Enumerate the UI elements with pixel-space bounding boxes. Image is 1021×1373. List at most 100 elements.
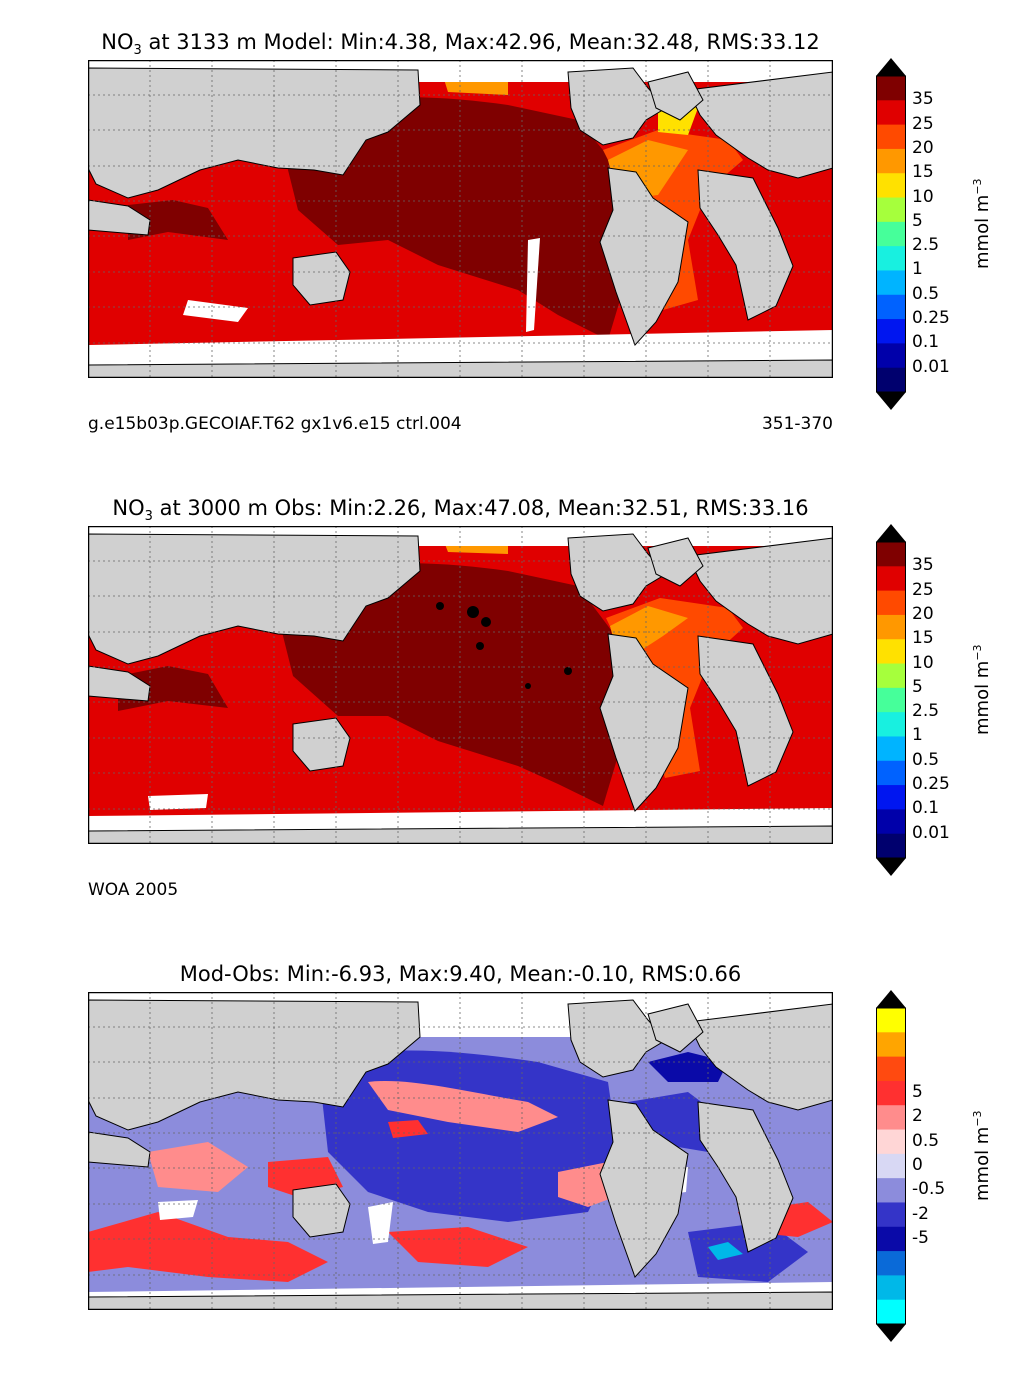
colorbar-segment [876, 319, 906, 344]
obs-source: WOA 2005 [88, 880, 179, 900]
colorbar-segment [876, 1032, 906, 1058]
colorbar-over-triangle [876, 990, 906, 1008]
colorbar-tick-label: 5 [912, 1082, 923, 1103]
colorbar-segment [876, 760, 906, 786]
obs-colorbar [876, 524, 906, 876]
colorbar-under-triangle [876, 1324, 906, 1342]
colorbar-tick-label: 0 [912, 1155, 923, 1175]
colorbar-tick-label: 35 [912, 89, 934, 110]
colorbar-frame [876, 75, 906, 393]
graticule [88, 992, 833, 1310]
obs-colorbar-unit: mmol m−3 [971, 644, 993, 735]
colorbar-segment [876, 614, 906, 640]
diff-map [88, 992, 833, 1310]
colorbar-segment [876, 809, 906, 835]
colorbar-tick-label: 0.1 [912, 798, 940, 819]
colorbar-segment [876, 590, 906, 616]
colorbar-segment [876, 1105, 906, 1131]
colorbar-tick-label: 2.5 [912, 235, 940, 256]
colorbar-segment [876, 1129, 906, 1155]
colorbar-segment [876, 1178, 906, 1203]
model-title: NO3 at 3133 m Model: Min:4.38, Max:42.96… [101, 30, 820, 59]
colorbar-segment [876, 100, 906, 126]
colorbar-tick-label: 2.5 [912, 701, 940, 722]
map-frame [88, 992, 833, 1310]
colorbar-segment [876, 294, 906, 320]
obs-map [88, 526, 833, 844]
colorbar-tick-label: -2 [912, 1203, 929, 1224]
obs-title: NO3 at 3000 m Obs: Min:2.26, Max:47.08, … [112, 496, 809, 525]
colorbar-segment [876, 687, 906, 713]
colorbar-segment [876, 1251, 906, 1276]
map-frame [88, 60, 833, 378]
colorbar-segment [876, 663, 906, 689]
colorbar-segment [876, 736, 906, 762]
colorbar-tick-label: 0.01 [912, 822, 950, 843]
colorbar-tick-label: 0.5 [912, 749, 940, 770]
colorbar-over-triangle [876, 524, 906, 542]
colorbar-segment [876, 1008, 906, 1033]
colorbar-tick-label: 15 [912, 162, 934, 183]
land [88, 533, 833, 844]
colorbar-tick-label: 15 [912, 628, 934, 649]
colorbar-segment [876, 833, 906, 859]
graticule [88, 526, 833, 844]
colorbar-segment [876, 712, 906, 737]
colorbar-under-triangle [876, 858, 906, 876]
diff-title: Mod-Obs: Min:-6.93, Max:9.40, Mean:-0.10… [179, 962, 742, 986]
colorbar-tick-label: 0.01 [912, 356, 950, 377]
colorbar-segment [876, 566, 906, 592]
colorbar-segment [876, 1056, 906, 1082]
diff-colorbar [876, 990, 906, 1342]
colorbar-tick-label: -5 [912, 1227, 929, 1248]
colorbar-tick-label: 25 [912, 113, 934, 134]
colorbar-segment [876, 148, 906, 174]
colorbar-tick-label: 1 [912, 725, 923, 746]
model-case-name: g.e15b03p.GECOIAF.T62 gx1v6.e15 ctrl.004 [88, 414, 462, 434]
colorbar-segment [876, 76, 906, 101]
colorbar-tick-label: 0.5 [912, 283, 940, 304]
colorbar-segment [876, 785, 906, 810]
colorbar-frame [876, 541, 906, 859]
colorbar-tick-label: 0.5 [912, 1130, 940, 1151]
colorbar-segment [876, 1202, 906, 1228]
model-colorbar [876, 58, 906, 410]
colorbar-tick-label: 0.25 [912, 774, 950, 795]
colorbar-tick-label: 0.1 [912, 332, 940, 353]
colorbar-under-triangle [876, 392, 906, 410]
colorbar-segment [876, 124, 906, 150]
diff-colorbar-unit: mmol m−3 [971, 1110, 993, 1201]
model-year-range: 351-370 [761, 414, 833, 434]
colorbar-segment [876, 343, 906, 369]
land [88, 999, 833, 1310]
colorbar-tick-label: 5 [912, 210, 923, 231]
graticule [88, 60, 833, 378]
colorbar-frame [876, 1007, 906, 1325]
colorbar-segment [876, 246, 906, 271]
colorbar-tick-label: 20 [912, 603, 934, 624]
colorbar-segment [876, 367, 906, 393]
colorbar-segment [876, 639, 906, 665]
colorbar-tick-label: 5 [912, 676, 923, 697]
colorbar-segment [876, 1226, 906, 1252]
colorbar-segment [876, 197, 906, 223]
colorbar-segment [876, 221, 906, 247]
land [88, 67, 833, 378]
colorbar-tick-label: 10 [912, 186, 934, 207]
colorbar-segment [876, 1299, 906, 1325]
colorbar-tick-label: 35 [912, 555, 934, 576]
colorbar-segment [876, 542, 906, 567]
colorbar-segment [876, 1153, 906, 1179]
colorbar-segment [876, 270, 906, 296]
colorbar-tick-label: 0.25 [912, 308, 950, 329]
model-colorbar-unit: mmol m−3 [971, 178, 993, 269]
colorbar-over-triangle [876, 58, 906, 76]
colorbar-tick-label: -0.5 [912, 1179, 946, 1200]
colorbar-segment [876, 173, 906, 199]
colorbar-tick-label: 25 [912, 579, 934, 600]
colorbar-segment [876, 1275, 906, 1301]
map-frame [88, 526, 833, 844]
model-map [88, 60, 833, 378]
colorbar-tick-label: 1 [912, 259, 923, 280]
colorbar-tick-label: 10 [912, 652, 934, 673]
